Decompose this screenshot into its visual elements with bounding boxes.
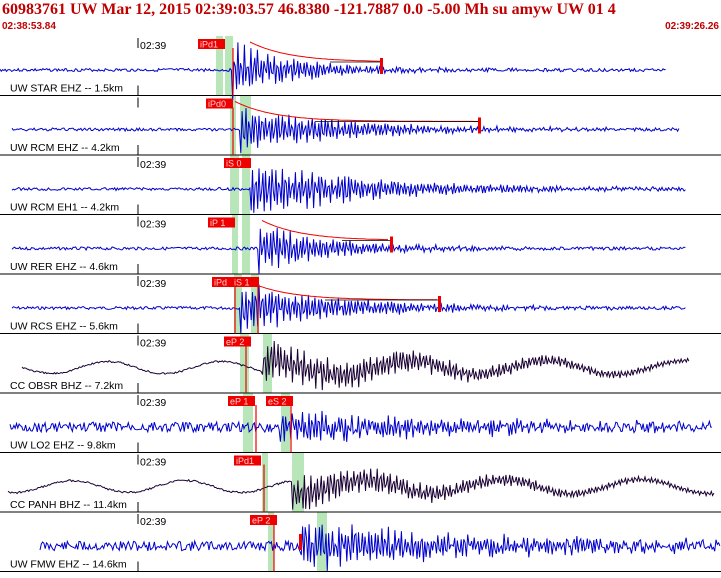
coda-end-marker[interactable] <box>299 534 302 550</box>
phase-pick[interactable]: iPd <box>212 277 239 288</box>
pick-window <box>240 333 249 393</box>
phase-pick[interactable]: iS 0 <box>224 158 251 169</box>
tick-time: 02:39 <box>140 338 166 350</box>
pick-box[interactable] <box>212 277 239 287</box>
phase-pick[interactable]: iPd1 <box>198 39 225 50</box>
coda-decay-curve <box>244 279 437 301</box>
pick-label: iPd <box>214 278 227 288</box>
phase-pick[interactable]: eS 2 <box>266 396 293 407</box>
pick-box[interactable] <box>198 39 225 49</box>
waveform-trace <box>0 42 666 101</box>
coda-decay-curve <box>234 101 478 122</box>
channel-row[interactable]: iPd0 UW RCM EHZ -- 4.2km <box>0 97 721 156</box>
header-bar: 60983761 UW Mar 12, 2015 02:39:03.57 46.… <box>0 0 721 36</box>
channel-label: UW LO2 EHZ -- 9.8km <box>10 440 116 452</box>
pick-label: eP 1 <box>230 397 248 407</box>
coda-decay-curve <box>261 220 388 241</box>
tick-time: 02:39 <box>140 457 166 469</box>
channel-row[interactable]: 02:39 iS 0 UW RCM EH1 -- 4.2km <box>0 157 721 215</box>
waveform-trace <box>7 468 715 510</box>
pick-box[interactable] <box>234 455 261 466</box>
phase-pick[interactable]: iPd0 <box>206 98 233 110</box>
event-title: 60983761 UW Mar 12, 2015 02:39:03.57 46.… <box>2 1 616 18</box>
phase-pick[interactable]: eP 2 <box>224 336 251 348</box>
pick-window <box>242 155 250 215</box>
pick-label: eP 2 <box>226 337 244 347</box>
channel-row[interactable]: 02:39 eP 2 CC OBSR BHZ -- 7.2km <box>0 335 721 394</box>
pick-label: iS 0 <box>226 159 242 169</box>
pick-window <box>262 452 268 512</box>
pick-label: eP 2 <box>252 516 270 526</box>
channel-label: UW RER EHZ -- 4.6km <box>10 261 118 273</box>
coda-end-marker[interactable] <box>438 296 441 312</box>
pick-window <box>317 512 327 572</box>
channel-label: CC OBSR BHZ -- 7.2km <box>10 380 123 392</box>
channel-label: UW STAR EHZ -- 1.5km <box>10 83 123 95</box>
pick-label: iPd0 <box>208 99 226 109</box>
channel-label: UW RCM EH1 -- 4.2km <box>10 202 119 214</box>
pick-label: eS 2 <box>268 397 287 407</box>
phase-pick[interactable]: iPd1 <box>234 455 261 467</box>
window-end-time: 02:39:26.26 <box>665 21 719 32</box>
pick-window <box>216 36 223 96</box>
channel-row[interactable]: 02:39 iP 1 UW RER EHZ -- 4.6km <box>0 216 721 275</box>
tick-time: 02:39 <box>140 219 166 231</box>
channel-row[interactable]: 02:39 eP 2 UW FMW EHZ -- 14.6km <box>0 514 721 572</box>
pick-box[interactable] <box>224 336 251 347</box>
channel-row[interactable]: 02:39 eP 1 eS 2 UW LO2 EHZ -- 9.8km <box>0 395 721 453</box>
pick-window <box>242 214 250 274</box>
channel-label: UW RCM EHZ -- 4.2km <box>10 142 120 154</box>
phase-pick[interactable]: eP 1 <box>228 396 255 407</box>
pick-label: iPd1 <box>200 40 218 50</box>
coda-end-marker[interactable] <box>380 58 383 74</box>
pick-window <box>232 214 238 274</box>
waveform-trace <box>11 168 686 213</box>
pick-box[interactable] <box>208 217 235 228</box>
tick-time: 02:39 <box>140 516 166 528</box>
channel-label: CC PANH BHZ -- 11.4km <box>10 499 127 511</box>
pick-box[interactable] <box>266 396 293 406</box>
pick-label: iPd1 <box>236 456 254 466</box>
pick-window <box>230 155 239 215</box>
waveform-trace <box>11 284 686 334</box>
pick-box[interactable] <box>232 277 259 287</box>
tick-time: 02:39 <box>140 397 166 409</box>
waveform-trace <box>39 524 721 571</box>
tick-time: 02:39 <box>140 40 166 52</box>
waveform-trace <box>21 340 690 391</box>
coda-end-marker[interactable] <box>390 236 393 253</box>
seismogram-panel[interactable]: 02:39 iPd1 UW STAR EHZ -- 1.5km iPd0 UW RCM … <box>0 36 721 578</box>
pick-box[interactable] <box>224 158 251 168</box>
channel-label: UW FMW EHZ -- 14.6km <box>10 559 127 571</box>
pick-label: iS 1 <box>234 278 250 288</box>
pick-box[interactable] <box>206 98 233 109</box>
phase-pick[interactable]: eP 2 <box>250 515 277 526</box>
phase-pick[interactable]: iP 1 <box>208 217 235 229</box>
window-start-time: 02:38:53.84 <box>2 21 56 32</box>
pick-window <box>234 274 242 334</box>
tick-time: 02:39 <box>140 278 166 290</box>
phase-pick[interactable]: iS 1 <box>232 277 259 288</box>
channel-row[interactable]: 02:39 iPd1 UW STAR EHZ -- 1.5km <box>0 38 721 101</box>
waveform-trace <box>9 410 713 442</box>
pick-label: iP 1 <box>210 218 225 228</box>
waveform-trace <box>11 107 680 153</box>
pick-box[interactable] <box>228 396 255 406</box>
channel-label: UW RCS EHZ -- 5.6km <box>10 321 118 333</box>
coda-decay-curve <box>249 41 383 62</box>
waveform-trace <box>11 227 686 274</box>
pick-box[interactable] <box>250 515 277 525</box>
coda-end-marker[interactable] <box>478 117 481 134</box>
tick-time: 02:39 <box>140 159 166 171</box>
channel-row[interactable]: 02:39 iPd iS 1 UW RCS EHZ -- 5.6km <box>0 276 721 334</box>
channel-row[interactable]: 02:39 iPd1 CC PANH BHZ -- 11.4km <box>0 454 721 513</box>
channel-rows: 02:39 iPd1 UW STAR EHZ -- 1.5km iPd0 UW RCM … <box>0 38 721 572</box>
pick-window <box>225 36 233 96</box>
